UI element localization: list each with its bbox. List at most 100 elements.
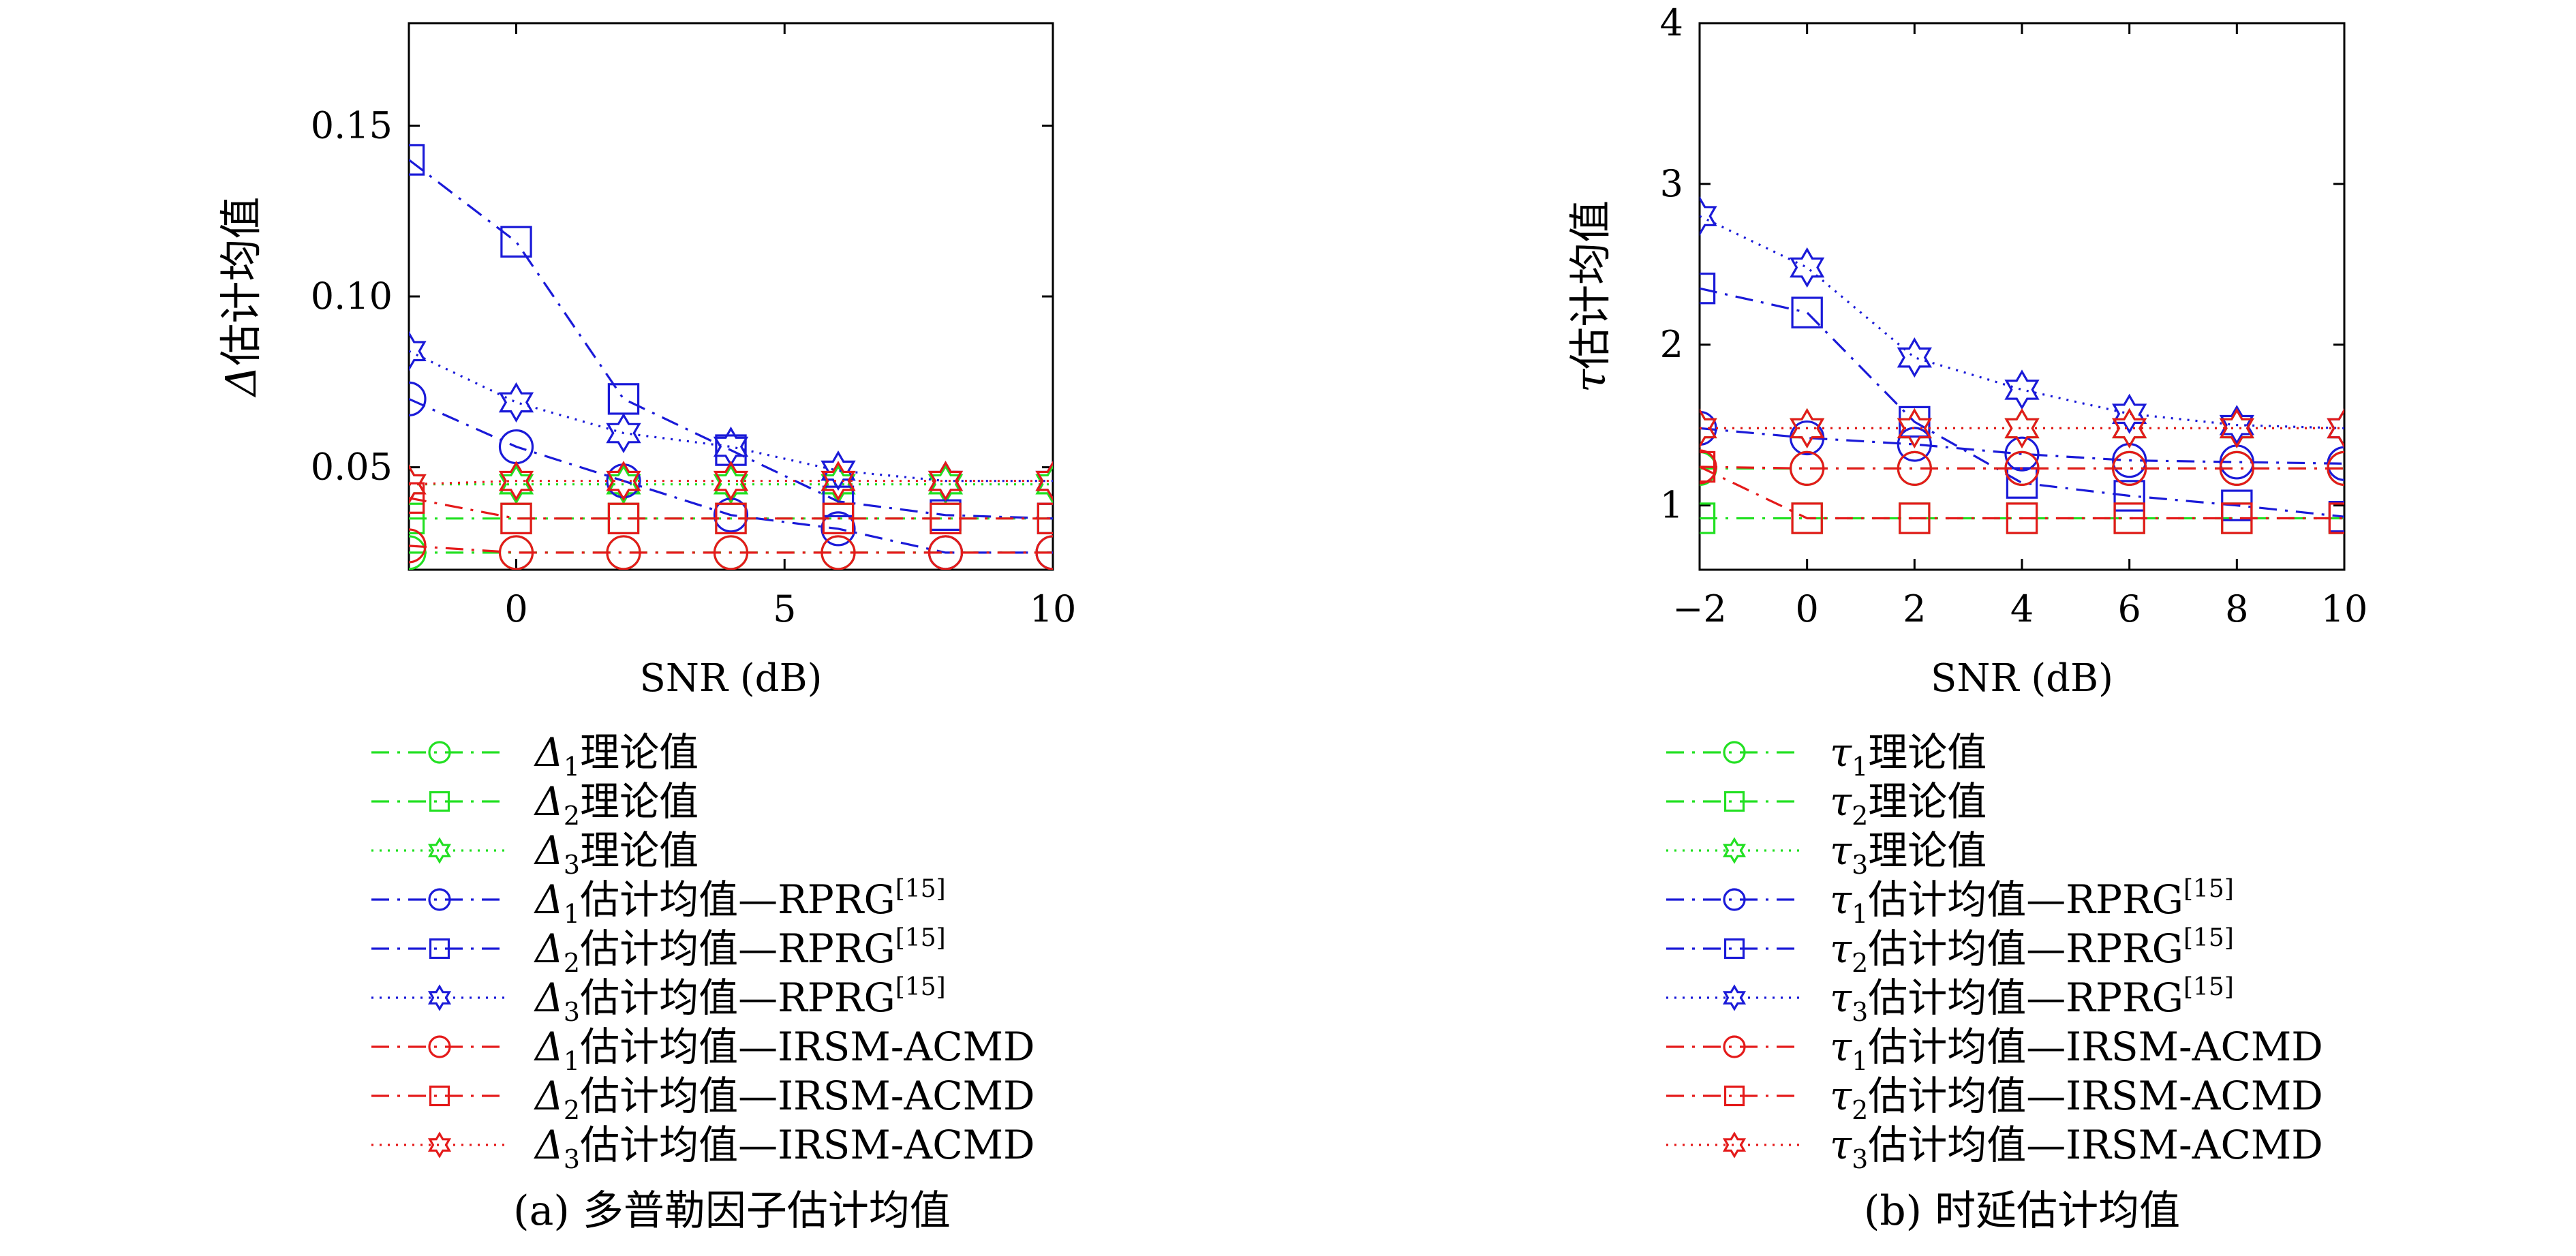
series-line bbox=[409, 397, 1053, 554]
data-point bbox=[409, 528, 427, 564]
data-point bbox=[2004, 436, 2040, 472]
data-point bbox=[1897, 408, 1932, 448]
legend-label: Δ1理论值 bbox=[534, 729, 699, 782]
data-point bbox=[1899, 502, 1931, 534]
data-point bbox=[2004, 369, 2040, 410]
x-axis-label: SNR (dB) bbox=[1931, 656, 2113, 701]
data-point bbox=[2112, 450, 2147, 486]
data-point bbox=[1035, 461, 1053, 502]
legend-label: τ1估计均值—RPRG[15] bbox=[1830, 875, 2234, 929]
y-tick-label: 0.05 bbox=[311, 446, 393, 489]
data-point bbox=[1035, 464, 1053, 505]
legend-marker bbox=[427, 1131, 452, 1159]
x-tick-label: 10 bbox=[1030, 587, 1077, 630]
data-point bbox=[2219, 405, 2254, 446]
legend-label: τ3理论值 bbox=[1830, 827, 1987, 880]
data-point bbox=[409, 144, 425, 176]
data-point bbox=[2113, 502, 2145, 534]
legend-marker bbox=[429, 938, 450, 960]
data-point bbox=[1700, 450, 1716, 483]
data-point bbox=[1700, 408, 1717, 448]
y-tick-label: 3 bbox=[1660, 162, 1683, 205]
legend-label: τ2估计均值—RPRG[15] bbox=[1830, 924, 2234, 978]
legend-marker bbox=[1723, 1035, 1746, 1058]
legend-marker bbox=[1723, 741, 1746, 764]
y-tick-label: 1 bbox=[1660, 484, 1683, 527]
legend-label: τ1理论值 bbox=[1830, 729, 1987, 782]
plot-area bbox=[409, 144, 1053, 570]
data-point bbox=[821, 535, 856, 570]
panel-caption: (a) 多普勒因子估计均值 bbox=[513, 1187, 951, 1235]
data-point bbox=[1897, 337, 1932, 378]
series-line bbox=[1700, 287, 2344, 518]
data-point bbox=[2327, 450, 2344, 486]
legend-label: Δ3理论值 bbox=[534, 827, 699, 880]
data-point bbox=[2004, 408, 2040, 448]
legend-marker bbox=[1723, 938, 1745, 960]
legend-marker bbox=[1722, 984, 1747, 1011]
series-line bbox=[1700, 465, 2344, 520]
data-point bbox=[715, 502, 747, 535]
series-line bbox=[409, 350, 1053, 483]
data-point bbox=[409, 331, 427, 371]
x-axis-label: SNR (dB) bbox=[639, 656, 822, 701]
data-point bbox=[409, 381, 427, 416]
data-point bbox=[498, 535, 534, 570]
data-point bbox=[607, 502, 640, 535]
data-point bbox=[2219, 450, 2254, 486]
data-point bbox=[409, 464, 427, 505]
x-tick-label: −2 bbox=[1672, 587, 1727, 630]
legend-label: τ2估计均值—IRSM-ACMD bbox=[1830, 1073, 2323, 1125]
series-line bbox=[409, 159, 1053, 520]
data-point bbox=[821, 450, 856, 491]
data-point bbox=[821, 461, 856, 502]
y-axis-label: Δ估计均值 bbox=[216, 197, 266, 398]
legend-marker bbox=[429, 791, 450, 812]
data-point bbox=[2221, 502, 2253, 534]
plot-frame bbox=[408, 22, 1054, 571]
y-tick-label: 4 bbox=[1660, 1, 1683, 44]
legend-label: Δ3估计均值—IRSM-ACMD bbox=[534, 1122, 1035, 1174]
legend-marker bbox=[427, 837, 452, 864]
data-point bbox=[2006, 467, 2038, 499]
data-point bbox=[2219, 408, 2254, 448]
legend-marker bbox=[1723, 888, 1746, 911]
data-point bbox=[927, 461, 964, 502]
data-point bbox=[1790, 450, 1825, 486]
legend-marker bbox=[1723, 791, 1745, 812]
y-tick-label: 2 bbox=[1660, 323, 1683, 366]
data-point bbox=[1791, 502, 1823, 534]
x-tick-label: 8 bbox=[2225, 587, 2248, 630]
data-point bbox=[1790, 247, 1825, 288]
data-point bbox=[606, 535, 641, 570]
data-point bbox=[500, 226, 532, 258]
data-point bbox=[1700, 502, 1716, 534]
data-point bbox=[498, 461, 534, 502]
x-tick-label: 10 bbox=[2321, 587, 2368, 630]
legend-marker bbox=[1722, 837, 1747, 864]
y-axis-label: τ估计均值 bbox=[1565, 200, 1615, 393]
data-point bbox=[606, 412, 641, 454]
data-point bbox=[2328, 502, 2344, 534]
panel-caption: (b) 时延估计均值 bbox=[1864, 1187, 2180, 1235]
legend-label: Δ2估计均值—RPRG[15] bbox=[534, 924, 946, 978]
data-point bbox=[1700, 196, 1717, 236]
x-tick-label: 4 bbox=[2010, 587, 2034, 630]
data-point bbox=[2112, 408, 2147, 448]
data-point bbox=[606, 461, 641, 502]
data-point bbox=[2113, 480, 2145, 512]
legend-marker bbox=[429, 1085, 450, 1107]
data-point bbox=[1897, 450, 1932, 486]
series-line bbox=[1700, 215, 2344, 429]
legend-label: τ2理论值 bbox=[1830, 778, 1987, 831]
legend-label: Δ3估计均值—RPRG[15] bbox=[534, 973, 946, 1027]
data-point bbox=[2112, 393, 2147, 434]
legend-marker bbox=[427, 984, 452, 1011]
legend-marker bbox=[428, 1035, 451, 1058]
legend-label: Δ2估计均值—IRSM-ACMD bbox=[534, 1073, 1035, 1125]
data-point bbox=[1791, 296, 1823, 328]
x-tick-label: 2 bbox=[1903, 587, 1926, 630]
